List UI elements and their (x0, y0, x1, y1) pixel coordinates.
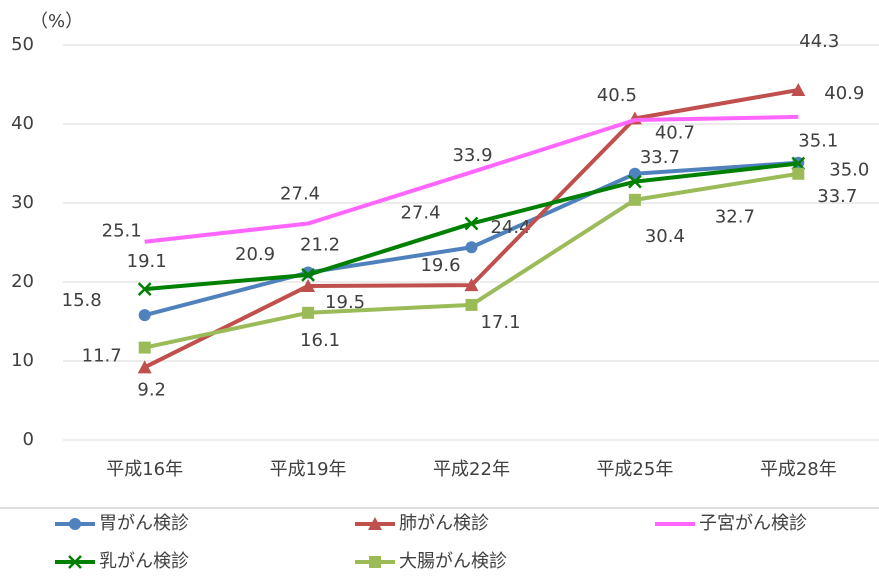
marker (301, 278, 316, 292)
data-label: 19.6 (420, 255, 460, 276)
y-unit-label: （%） (30, 11, 83, 32)
marker (369, 556, 381, 568)
marker (464, 278, 479, 292)
legend-label: 子宮がん検診 (699, 513, 807, 534)
marker (464, 216, 479, 231)
y-tick-label: 20 (11, 271, 34, 292)
marker (137, 360, 152, 374)
y-tick-label: 30 (11, 192, 34, 213)
data-label: 20.9 (235, 244, 275, 265)
data-label: 40.7 (655, 122, 695, 143)
marker (465, 298, 478, 311)
data-label: 33.9 (452, 145, 492, 166)
marker (368, 517, 382, 530)
marker (791, 156, 806, 171)
data-label: 35.0 (829, 160, 869, 181)
series-line (144, 114, 799, 244)
x-tick-label: 平成28年 (760, 459, 837, 480)
marker (792, 167, 805, 180)
data-label: 17.1 (480, 312, 520, 333)
data-label: 15.8 (62, 290, 102, 311)
data-label: 33.7 (640, 147, 680, 168)
data-label: 33.7 (817, 186, 857, 207)
series-line (144, 161, 799, 292)
data-label: 27.4 (280, 184, 320, 205)
data-label: 11.7 (82, 346, 122, 367)
data-label: 24.4 (490, 217, 530, 238)
data-label: 32.7 (715, 207, 755, 228)
legend-label: 乳がん検診 (99, 551, 189, 572)
marker (465, 241, 478, 254)
y-tick-label: 10 (11, 350, 34, 371)
y-tick-label: 40 (11, 113, 34, 134)
x-tick-label: 平成19年 (270, 459, 347, 480)
marker (137, 282, 152, 296)
marker (628, 167, 641, 180)
marker (68, 555, 82, 569)
data-label: 19.5 (325, 292, 365, 313)
marker (138, 309, 151, 322)
data-label: 25.1 (102, 221, 142, 242)
marker (302, 306, 315, 319)
x-tick-label: 平成22年 (433, 459, 510, 480)
marker (628, 193, 641, 206)
x-tick-label: 平成16年 (106, 459, 183, 480)
data-label: 9.2 (137, 379, 166, 400)
marker (628, 174, 642, 189)
data-label: 30.4 (645, 226, 685, 247)
series-line (144, 160, 799, 318)
data-label: 44.3 (799, 31, 839, 52)
legend-label: 大腸がん検診 (399, 551, 507, 572)
marker (791, 83, 806, 97)
legend-label: 肺がん検診 (399, 513, 489, 534)
y-tick-label: 50 (11, 34, 34, 55)
data-label: 40.9 (824, 83, 864, 104)
legend-label: 胃がん検診 (99, 513, 189, 534)
data-label: 21.2 (300, 235, 340, 256)
marker (301, 268, 315, 282)
y-tick-label: 0 (23, 429, 34, 450)
data-label: 35.1 (798, 131, 838, 152)
data-label: 19.1 (127, 251, 167, 272)
x-tick-label: 平成25年 (596, 459, 673, 480)
data-label: 16.1 (300, 330, 340, 351)
marker (138, 341, 151, 354)
data-label: 40.5 (597, 85, 637, 106)
marker (69, 518, 81, 530)
data-label: 27.4 (400, 203, 440, 224)
